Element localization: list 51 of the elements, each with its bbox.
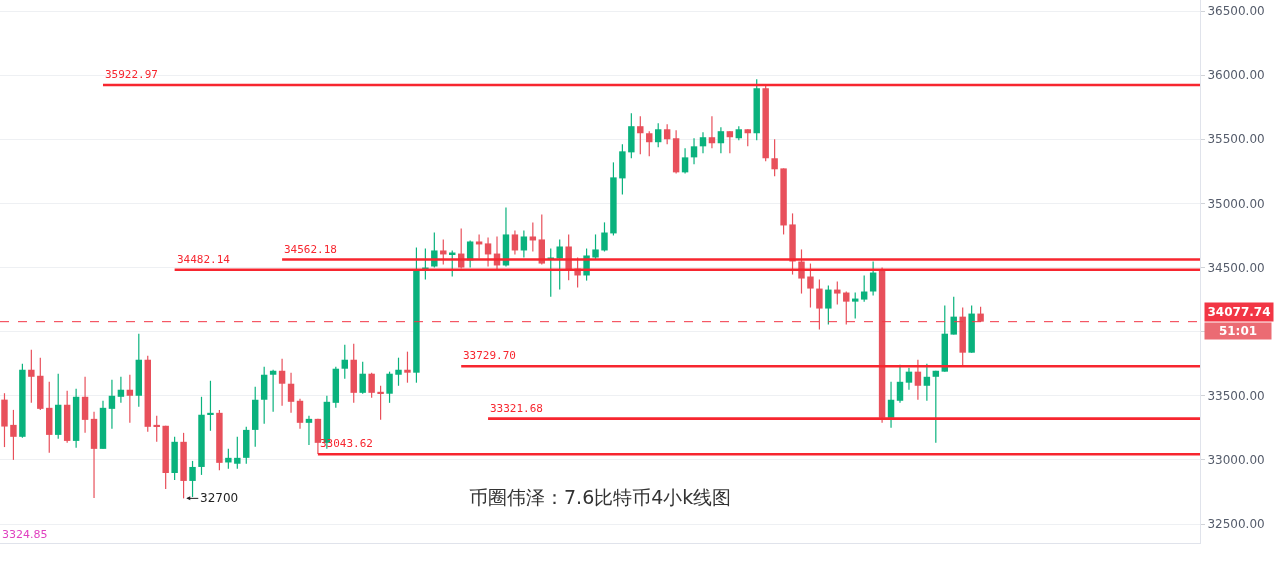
candlestick	[771, 138, 778, 177]
candlestick	[637, 115, 644, 155]
candlestick	[413, 246, 420, 384]
y-tick-label: 32500.00	[1207, 517, 1265, 532]
candlestick	[592, 233, 599, 261]
y-tick-label: 34500.00	[1207, 260, 1265, 275]
candlestick	[807, 262, 814, 309]
candlestick	[359, 361, 366, 395]
candlestick	[556, 238, 563, 291]
candlestick	[825, 285, 832, 326]
y-tick-label: 33000.00	[1207, 453, 1265, 468]
y-tick-label: 35000.00	[1207, 196, 1265, 211]
candlestick	[619, 143, 626, 196]
candlestick	[440, 238, 447, 266]
y-tick-label: 36500.00	[1207, 4, 1265, 19]
candlestick	[762, 84, 769, 162]
ref-line-label: 33321.68	[490, 402, 543, 415]
candlestick	[404, 351, 411, 384]
annotation: 币圈伟泽：7.6比特币4小k线图	[469, 486, 732, 508]
y-tick-label: 35500.00	[1207, 132, 1265, 147]
ref-line-label: 34077.74	[1207, 305, 1271, 319]
candlestick	[198, 396, 205, 476]
candlestick	[395, 357, 402, 387]
annotation: 32700	[200, 491, 239, 505]
candlestick	[753, 78, 760, 141]
ref-line-label: 34562.18	[284, 243, 337, 256]
candlestick	[780, 167, 787, 236]
ref-line-label: 35922.97	[105, 68, 158, 81]
candlestick	[368, 372, 375, 399]
candlestick	[628, 112, 635, 159]
text: 51:01	[1218, 324, 1258, 338]
candlestick	[19, 363, 26, 439]
candlestick	[959, 306, 966, 367]
candlestick	[171, 436, 178, 481]
candlestick	[386, 371, 393, 404]
candlestick	[1, 392, 8, 448]
annotation: 3324.85	[2, 528, 48, 541]
candlestick	[816, 278, 823, 331]
y-tick-label: 36000.00	[1207, 68, 1265, 83]
candlestick	[162, 425, 169, 490]
y-tick-label: 33500.00	[1207, 388, 1265, 403]
ref-line-label: 33729.70	[463, 349, 516, 362]
candlestick	[28, 349, 35, 404]
candlestick	[968, 305, 975, 354]
ref-line-label: 34482.14	[177, 253, 231, 266]
candlestick	[216, 409, 223, 471]
candlestick	[834, 280, 841, 306]
candlestick	[37, 357, 44, 411]
candlestick	[610, 161, 617, 237]
candlestick	[234, 436, 241, 470]
candlestick	[10, 409, 17, 461]
